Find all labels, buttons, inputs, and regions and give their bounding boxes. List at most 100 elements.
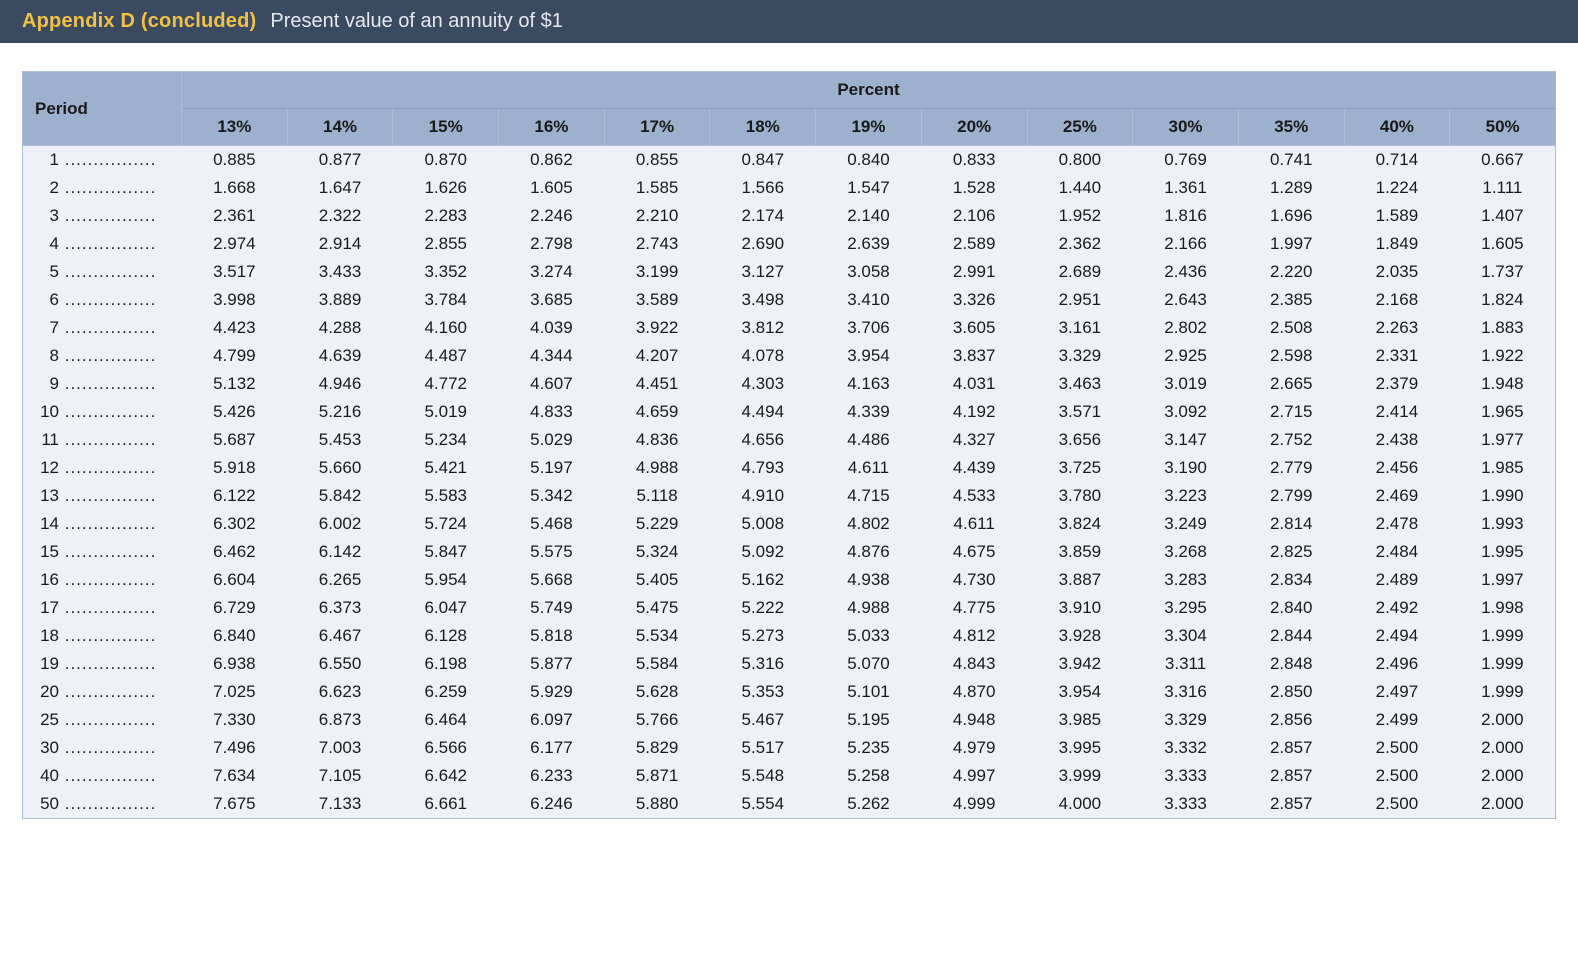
value-cell: 2.855 bbox=[393, 230, 499, 258]
value-cell: 0.885 bbox=[182, 146, 288, 175]
period-number: 30 bbox=[37, 738, 59, 758]
value-cell: 5.162 bbox=[710, 566, 816, 594]
value-cell: 4.999 bbox=[921, 790, 1027, 819]
value-cell: 2.500 bbox=[1344, 762, 1450, 790]
table-body: 1 ................0.8850.8770.8700.8620.… bbox=[23, 146, 1556, 819]
table-row: 13 ................6.1225.8425.5835.3425… bbox=[23, 482, 1556, 510]
value-cell: 4.659 bbox=[604, 398, 710, 426]
period-number: 19 bbox=[37, 654, 59, 674]
value-cell: 2.174 bbox=[710, 202, 816, 230]
value-cell: 0.833 bbox=[921, 146, 1027, 175]
value-cell: 5.229 bbox=[604, 510, 710, 538]
value-cell: 6.623 bbox=[287, 678, 393, 706]
value-cell: 3.889 bbox=[287, 286, 393, 314]
value-cell: 2.857 bbox=[1238, 734, 1344, 762]
period-number: 14 bbox=[37, 514, 59, 534]
value-cell: 7.675 bbox=[182, 790, 288, 819]
value-cell: 5.353 bbox=[710, 678, 816, 706]
value-cell: 2.500 bbox=[1344, 734, 1450, 762]
value-cell: 5.342 bbox=[499, 482, 605, 510]
value-cell: 5.273 bbox=[710, 622, 816, 650]
value-cell: 3.333 bbox=[1133, 790, 1239, 819]
value-cell: 5.829 bbox=[604, 734, 710, 762]
value-cell: 2.844 bbox=[1238, 622, 1344, 650]
value-cell: 3.954 bbox=[1027, 678, 1133, 706]
value-cell: 4.639 bbox=[287, 342, 393, 370]
value-cell: 0.769 bbox=[1133, 146, 1239, 175]
value-cell: 3.268 bbox=[1133, 538, 1239, 566]
value-cell: 3.147 bbox=[1133, 426, 1239, 454]
period-cell: 4 ................ bbox=[23, 230, 182, 258]
value-cell: 3.517 bbox=[182, 258, 288, 286]
value-cell: 5.660 bbox=[287, 454, 393, 482]
value-cell: 3.274 bbox=[499, 258, 605, 286]
value-cell: 2.857 bbox=[1238, 762, 1344, 790]
value-cell: 1.111 bbox=[1450, 174, 1556, 202]
column-header: 35% bbox=[1238, 109, 1344, 146]
period-cell: 16 ................ bbox=[23, 566, 182, 594]
value-cell: 2.799 bbox=[1238, 482, 1344, 510]
value-cell: 5.842 bbox=[287, 482, 393, 510]
value-cell: 5.258 bbox=[816, 762, 922, 790]
value-cell: 5.687 bbox=[182, 426, 288, 454]
value-cell: 2.857 bbox=[1238, 790, 1344, 819]
value-cell: 4.799 bbox=[182, 342, 288, 370]
value-cell: 2.499 bbox=[1344, 706, 1450, 734]
value-cell: 0.855 bbox=[604, 146, 710, 175]
value-cell: 2.000 bbox=[1450, 734, 1556, 762]
period-number: 5 bbox=[37, 262, 59, 282]
value-cell: 5.871 bbox=[604, 762, 710, 790]
value-cell: 4.078 bbox=[710, 342, 816, 370]
dot-leader: ................ bbox=[59, 570, 156, 589]
value-cell: 5.132 bbox=[182, 370, 288, 398]
value-cell: 7.133 bbox=[287, 790, 393, 819]
period-cell: 19 ................ bbox=[23, 650, 182, 678]
table-row: 25 ................7.3306.8736.4646.0975… bbox=[23, 706, 1556, 734]
value-cell: 6.259 bbox=[393, 678, 499, 706]
value-cell: 5.222 bbox=[710, 594, 816, 622]
value-cell: 3.190 bbox=[1133, 454, 1239, 482]
value-cell: 1.816 bbox=[1133, 202, 1239, 230]
value-cell: 0.870 bbox=[393, 146, 499, 175]
title-bar: Appendix D (concluded) Present value of … bbox=[0, 0, 1578, 43]
table-row: 9 ................5.1324.9464.7724.6074.… bbox=[23, 370, 1556, 398]
value-cell: 6.302 bbox=[182, 510, 288, 538]
value-cell: 1.952 bbox=[1027, 202, 1133, 230]
value-cell: 1.995 bbox=[1450, 538, 1556, 566]
table-row: 3 ................2.3612.3222.2832.2462.… bbox=[23, 202, 1556, 230]
value-cell: 5.197 bbox=[499, 454, 605, 482]
value-cell: 1.361 bbox=[1133, 174, 1239, 202]
value-cell: 2.489 bbox=[1344, 566, 1450, 594]
value-cell: 2.263 bbox=[1344, 314, 1450, 342]
period-cell: 8 ................ bbox=[23, 342, 182, 370]
period-number: 6 bbox=[37, 290, 59, 310]
value-cell: 6.128 bbox=[393, 622, 499, 650]
value-cell: 4.207 bbox=[604, 342, 710, 370]
period-cell: 50 ................ bbox=[23, 790, 182, 819]
value-cell: 1.289 bbox=[1238, 174, 1344, 202]
appendix-label: Appendix D (concluded) bbox=[22, 10, 256, 33]
value-cell: 5.517 bbox=[710, 734, 816, 762]
value-cell: 2.496 bbox=[1344, 650, 1450, 678]
value-cell: 5.475 bbox=[604, 594, 710, 622]
value-cell: 3.333 bbox=[1133, 762, 1239, 790]
value-cell: 2.478 bbox=[1344, 510, 1450, 538]
value-cell: 1.999 bbox=[1450, 622, 1556, 650]
value-cell: 3.995 bbox=[1027, 734, 1133, 762]
value-cell: 4.423 bbox=[182, 314, 288, 342]
value-cell: 3.058 bbox=[816, 258, 922, 286]
value-cell: 5.405 bbox=[604, 566, 710, 594]
value-cell: 2.639 bbox=[816, 230, 922, 258]
value-cell: 3.922 bbox=[604, 314, 710, 342]
period-cell: 3 ................ bbox=[23, 202, 182, 230]
period-number: 18 bbox=[37, 626, 59, 646]
value-cell: 2.210 bbox=[604, 202, 710, 230]
value-cell: 1.999 bbox=[1450, 678, 1556, 706]
value-cell: 3.326 bbox=[921, 286, 1027, 314]
dot-leader: ................ bbox=[59, 206, 156, 225]
value-cell: 3.329 bbox=[1133, 706, 1239, 734]
value-cell: 6.642 bbox=[393, 762, 499, 790]
value-cell: 2.508 bbox=[1238, 314, 1344, 342]
table-row: 15 ................6.4626.1425.8475.5755… bbox=[23, 538, 1556, 566]
dot-leader: ................ bbox=[59, 374, 156, 393]
